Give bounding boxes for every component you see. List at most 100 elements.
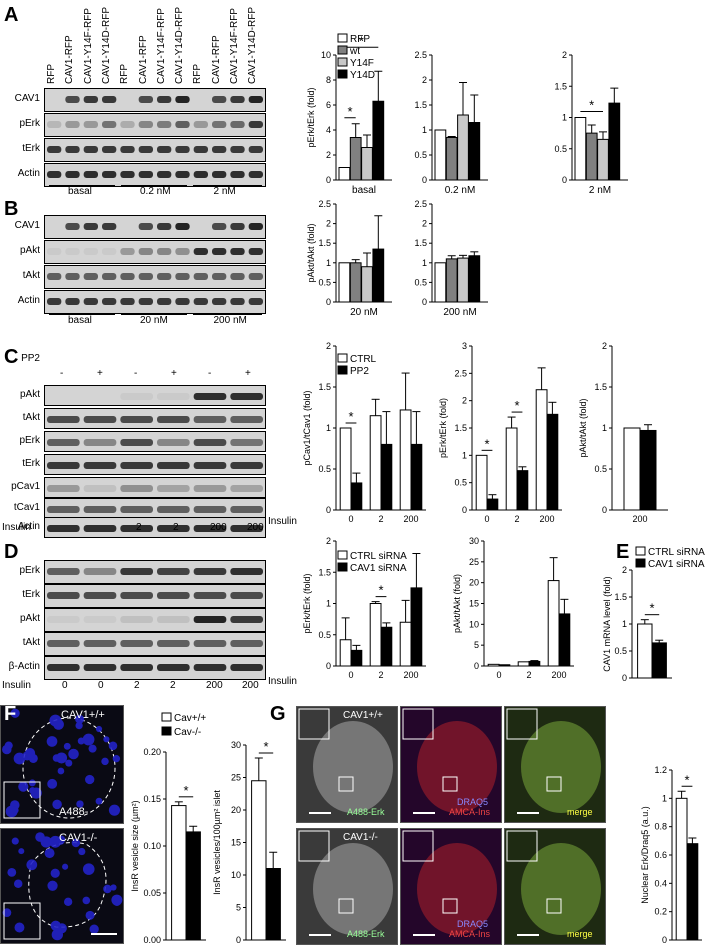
blot-strip bbox=[44, 656, 266, 680]
blot-band bbox=[193, 462, 227, 469]
legend-swatch bbox=[337, 33, 348, 43]
blot-band bbox=[157, 121, 172, 128]
y-tick-label: 0.00 bbox=[143, 935, 161, 945]
legend-swatch bbox=[337, 353, 348, 363]
legend-label: Cav-/- bbox=[174, 727, 201, 738]
blot-band bbox=[157, 506, 190, 513]
bar bbox=[486, 498, 499, 511]
y-tick-label: 0 bbox=[602, 505, 607, 515]
blot-band bbox=[65, 273, 80, 280]
nucleus bbox=[35, 832, 45, 842]
condition-underline bbox=[49, 314, 115, 315]
blot-row-label: Actin bbox=[17, 521, 40, 532]
legend-swatch bbox=[337, 562, 348, 572]
blot-band bbox=[193, 248, 208, 255]
y-tick-label: 30 bbox=[231, 740, 241, 750]
micrograph-tile: DRAQ5 AMCA-Ins bbox=[400, 828, 502, 945]
blot-band bbox=[83, 146, 98, 153]
y-axis-label: pErk/tErk (fold) bbox=[302, 573, 312, 633]
blot-row-label: Actin bbox=[17, 168, 40, 179]
y-tick-label: 0.15 bbox=[143, 794, 161, 804]
micrograph-tile: CAV1+/+ A488-Erk bbox=[296, 706, 398, 823]
y-tick-label: 0.5 bbox=[554, 144, 567, 154]
blot-band bbox=[83, 592, 117, 599]
bar bbox=[349, 262, 362, 303]
nucleus bbox=[2, 744, 12, 755]
condition-label: 0.2 nM bbox=[140, 186, 171, 197]
blot-band bbox=[138, 248, 153, 255]
blot-band bbox=[175, 298, 190, 305]
bar bbox=[651, 642, 667, 679]
y-tick-label: 6 bbox=[326, 100, 331, 110]
nucleus bbox=[95, 797, 103, 805]
y-tick-label: 1 bbox=[422, 125, 427, 135]
blot-row-label: tCav1 bbox=[13, 502, 40, 513]
x-tick-label: 200 bbox=[539, 514, 554, 524]
y-tick-label: 1.5 bbox=[454, 423, 467, 433]
blot-band bbox=[102, 223, 117, 230]
bar bbox=[410, 443, 423, 511]
islet-region bbox=[313, 721, 393, 813]
x-title: Insulin bbox=[268, 516, 297, 527]
channel-label: merge bbox=[567, 929, 593, 939]
nucleus bbox=[78, 847, 86, 856]
y-tick-label: 1.5 bbox=[554, 81, 567, 91]
nucleus bbox=[108, 804, 121, 816]
blot-band bbox=[47, 248, 62, 255]
nucleus bbox=[82, 733, 95, 746]
y-tick-label: 0.2 bbox=[654, 907, 667, 917]
blot-band bbox=[83, 439, 117, 446]
bar bbox=[487, 663, 500, 667]
y-tick-label: 4 bbox=[326, 125, 331, 135]
nucleus bbox=[71, 838, 81, 848]
blot-row-label: tErk bbox=[22, 589, 40, 600]
blot-row-label: pCav1 bbox=[11, 481, 40, 492]
nucleus bbox=[50, 920, 61, 931]
y-tick-label: 1.2 bbox=[654, 765, 667, 775]
panel-label-g: G bbox=[270, 703, 286, 725]
nucleus bbox=[26, 859, 38, 871]
y-tick-label: 1 bbox=[462, 450, 467, 460]
blot-band bbox=[83, 640, 117, 647]
blot-band bbox=[212, 298, 227, 305]
y-tick-label: 1 bbox=[326, 423, 331, 433]
blot-band bbox=[65, 146, 80, 153]
blot-row-label: tErk bbox=[22, 458, 40, 469]
blot-band bbox=[230, 439, 263, 446]
blot-band bbox=[212, 273, 227, 280]
islet-region bbox=[313, 843, 393, 935]
blot-band bbox=[47, 121, 62, 128]
blot-band bbox=[83, 616, 117, 623]
blot-band bbox=[47, 439, 80, 446]
insulin-value: 0 bbox=[98, 680, 104, 691]
y-tick-label: 0 bbox=[474, 661, 479, 671]
blot-band bbox=[47, 616, 80, 623]
y-tick-label: 0.5 bbox=[414, 150, 427, 160]
y-tick-label: 15 bbox=[231, 838, 241, 848]
x-title: Insulin bbox=[268, 676, 297, 687]
blot-row-label: tAkt bbox=[22, 412, 40, 423]
islet-region bbox=[417, 843, 497, 935]
nucleus bbox=[44, 848, 55, 859]
blot-band bbox=[230, 416, 263, 423]
blot-strip bbox=[44, 454, 266, 475]
blot-row-label: pErk bbox=[19, 565, 40, 576]
y-tick-label: 1 bbox=[602, 423, 607, 433]
legend-swatch bbox=[337, 365, 348, 375]
nucleus bbox=[28, 779, 36, 787]
pp2-sign: + bbox=[245, 368, 251, 379]
legend-label: CAV1 siRNA bbox=[350, 563, 407, 574]
y-tick-label: 20 bbox=[469, 578, 479, 588]
condition-underline bbox=[121, 185, 187, 186]
nucleus bbox=[13, 752, 26, 765]
blot-band bbox=[102, 146, 117, 153]
blot-band bbox=[230, 568, 263, 575]
y-tick-label: 2 bbox=[422, 75, 427, 85]
y-tick-label: 1 bbox=[326, 599, 331, 609]
x-axis-label: 2 nM bbox=[589, 185, 611, 196]
y-tick-label: 0.8 bbox=[654, 822, 667, 832]
bar bbox=[546, 413, 559, 511]
blot-band bbox=[230, 485, 263, 492]
nucleus bbox=[85, 910, 95, 920]
blot-band bbox=[83, 171, 98, 178]
